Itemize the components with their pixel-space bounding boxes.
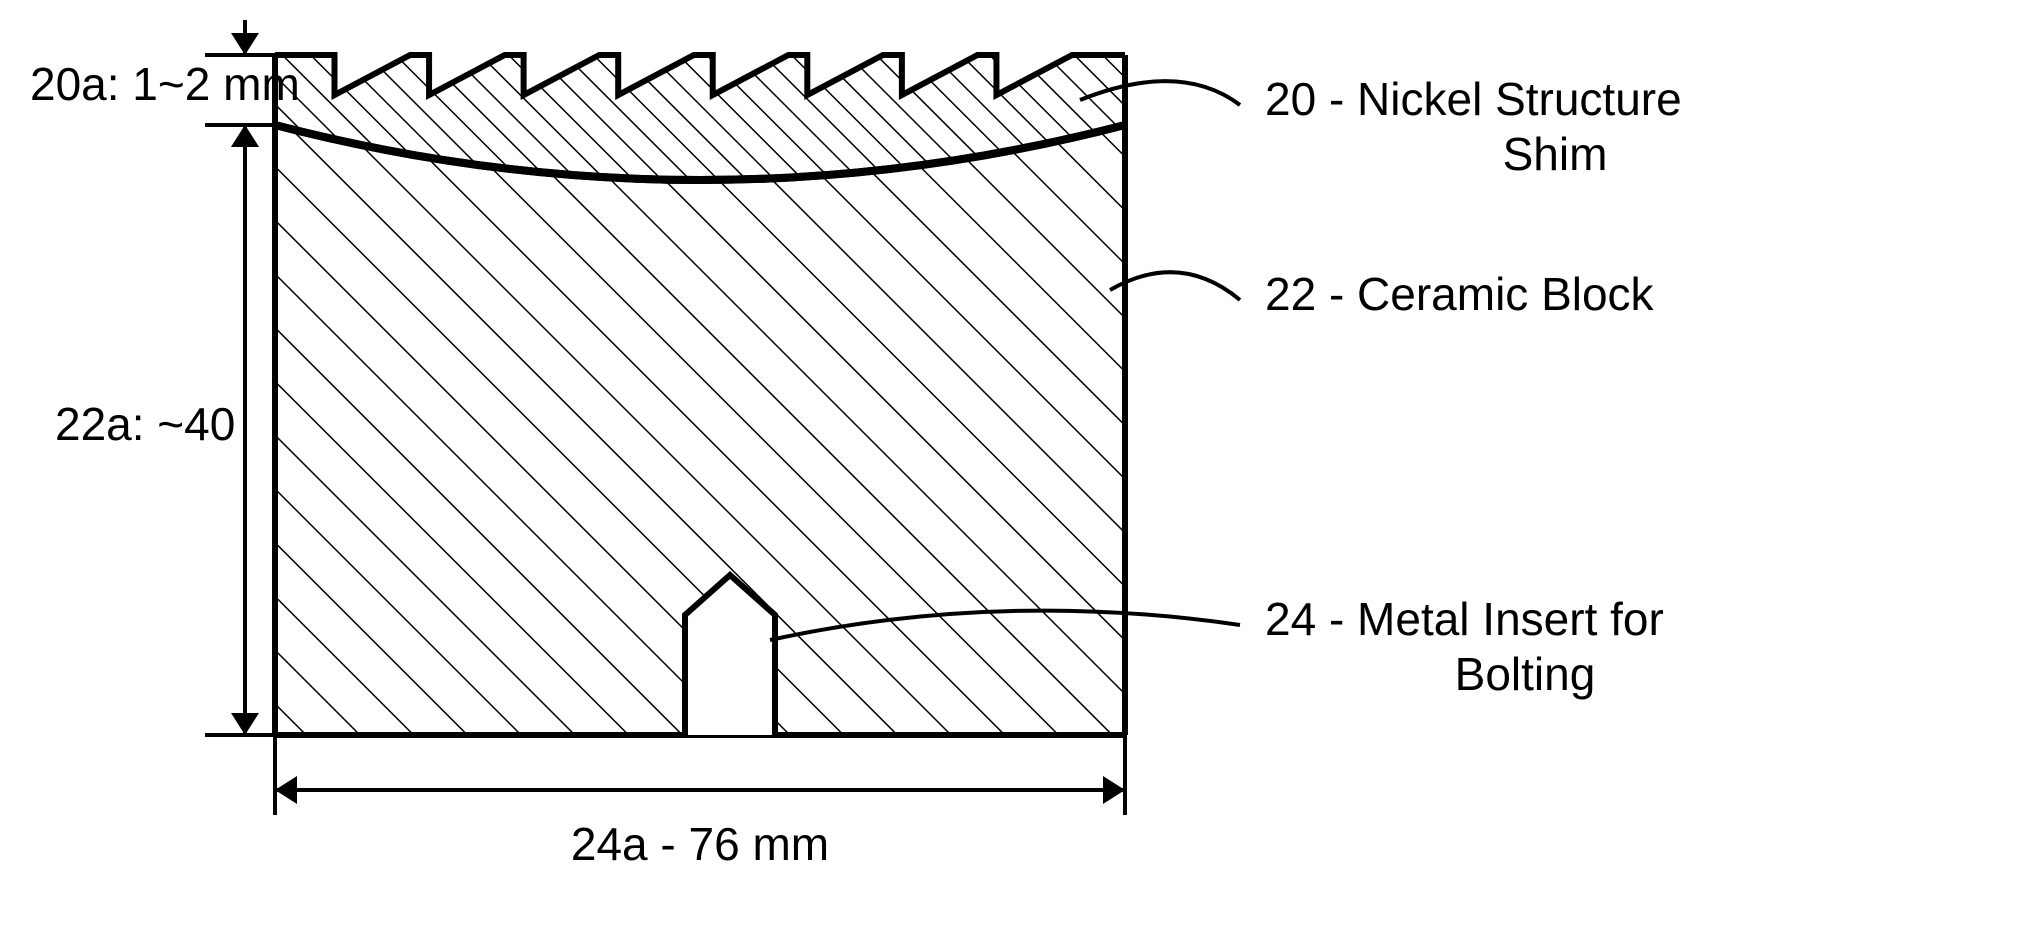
dim-shim-label: 20a: 1~2 mm	[30, 58, 300, 110]
label-shim: 20 - Nickel Structure	[1265, 73, 1682, 125]
label-ceramic: 22 - Ceramic Block	[1265, 268, 1655, 320]
metal-insert-outline	[685, 575, 775, 735]
label-insert-2: Bolting	[1455, 648, 1596, 700]
label-shim-2: Shim	[1503, 128, 1608, 180]
leader-line	[1110, 272, 1240, 300]
dim-width-label: 24a - 76 mm	[571, 818, 829, 870]
dim-height-label: 22a: ~40	[55, 398, 235, 450]
label-insert: 24 - Metal Insert for	[1265, 593, 1664, 645]
